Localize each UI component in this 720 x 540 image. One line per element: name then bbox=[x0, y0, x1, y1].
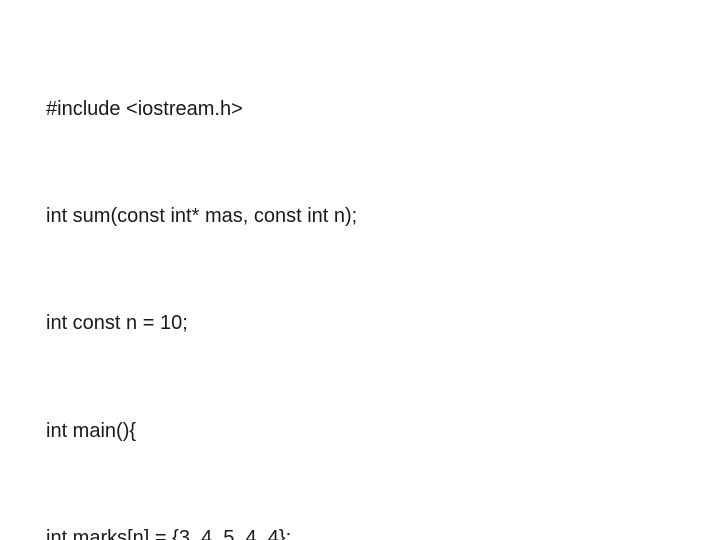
code-line: int marks[n] = {3. 4. 5. 4, 4}; bbox=[46, 521, 720, 540]
code-line: int sum(const int* mas, const int n); bbox=[46, 199, 720, 235]
code-line: int const n = 10; bbox=[46, 306, 720, 342]
code-listing: #include <iostream.h> int sum(const int*… bbox=[0, 0, 720, 540]
code-line: #include <iostream.h> bbox=[46, 92, 720, 128]
code-line: int main(){ bbox=[46, 414, 720, 450]
